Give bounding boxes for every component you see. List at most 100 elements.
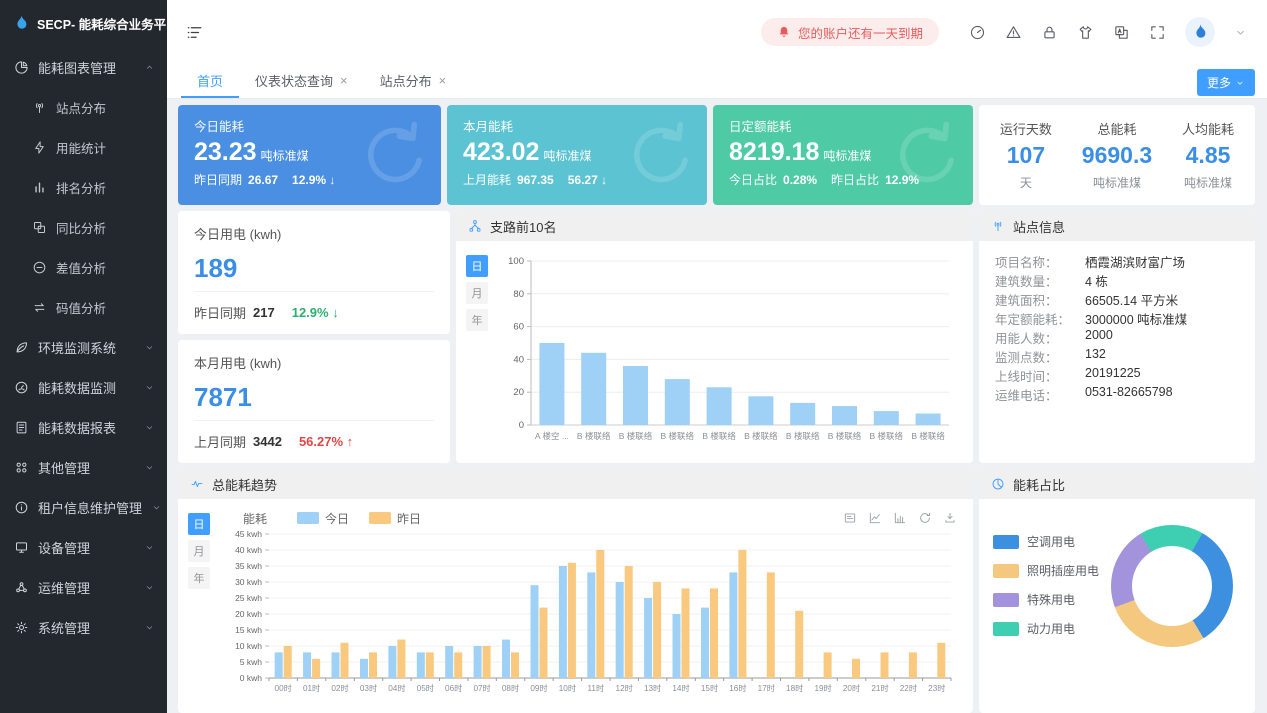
svg-text:16时: 16时 — [729, 683, 746, 693]
sidebar-item-系统管理[interactable]: 系统管理 — [0, 607, 167, 647]
user-menu-chevron-icon[interactable] — [1234, 26, 1247, 39]
branch-toggle-日[interactable]: 日 — [466, 255, 488, 277]
legend-swatch — [297, 512, 320, 524]
svg-text:100: 100 — [508, 256, 524, 267]
data-view-icon[interactable] — [843, 511, 857, 525]
minus-circle-icon — [32, 260, 47, 275]
sidebar-item-排名分析[interactable]: 排名分析 — [0, 167, 167, 207]
summary-col-人均能耗: 人均能耗 4.85 吨标准煤 — [1182, 122, 1235, 190]
chart-toolbox — [843, 511, 967, 525]
site-info-row: 运维电话： 0531-82665798 — [995, 385, 1173, 403]
legend-swatch — [993, 563, 1019, 578]
svg-text:23时: 23时 — [928, 683, 945, 693]
sidebar-collapse-icon[interactable] — [185, 23, 204, 42]
gear-icon — [14, 620, 29, 635]
stat-card-本月能耗: 本月能耗 423.02 吨标准煤 上月能耗 967.35 56.27 ↓ — [447, 105, 707, 205]
svg-text:07时: 07时 — [473, 683, 490, 693]
refresh-icon[interactable] — [918, 511, 932, 525]
tab-站点分布[interactable]: 站点分布 × — [379, 72, 447, 89]
tabs: 首页 仪表状态查询 × 站点分布 × — [181, 64, 462, 98]
sidebar-item-设备管理[interactable]: 设备管理 — [0, 527, 167, 567]
stat-card-title: 本月能耗 — [463, 120, 514, 134]
pie-legend-空调用电[interactable]: 空调用电 — [993, 533, 1099, 550]
svg-text:B 楼联络: B 楼联络 — [702, 431, 736, 441]
pie-legend-特殊用电[interactable]: 特殊用电 — [993, 591, 1099, 608]
svg-text:A 楼空 ...: A 楼空 ... — [535, 431, 569, 441]
bottom-row: 总能耗趋势 日月年 能耗 今日 昨日 0 kwh 5 kwh 10 kwh 15 kwh… — [178, 469, 1255, 713]
sidebar-item-运维管理[interactable]: 运维管理 — [0, 567, 167, 607]
download-icon[interactable] — [943, 511, 957, 525]
branch-toggle-月[interactable]: 月 — [466, 282, 488, 304]
sidebar-item-能耗数据报表[interactable]: 能耗数据报表 — [0, 407, 167, 447]
donut-hole — [1132, 546, 1212, 626]
trend-toggle-月[interactable]: 月 — [188, 540, 210, 562]
more-button[interactable]: 更多 — [1196, 69, 1255, 96]
tab-仪表状态查询[interactable]: 仪表状态查询 × — [255, 72, 348, 89]
branch-toggle-年[interactable]: 年 — [466, 309, 488, 331]
chevron-up-icon — [144, 62, 155, 73]
recycle-watermark-icon — [885, 113, 969, 197]
svg-text:06时: 06时 — [445, 683, 462, 693]
sidebar-item-能耗数据监测[interactable]: 能耗数据监测 — [0, 367, 167, 407]
legend-昨日[interactable]: 昨日 — [369, 510, 421, 527]
gauge-icon[interactable] — [969, 24, 986, 41]
sidebar-submenu: 站点分布 用能统计 排名分析 同比分析 差值分析 码值分析 — [0, 87, 167, 327]
line-chart-icon[interactable] — [868, 511, 882, 525]
sidebar-item-同比分析[interactable]: 同比分析 — [0, 207, 167, 247]
stat-card-title: 今日能耗 — [194, 120, 245, 134]
tab-close-icon[interactable]: × — [438, 72, 447, 88]
svg-text:00时: 00时 — [275, 683, 292, 693]
stat-card-value: 23.23 吨标准煤 — [194, 138, 309, 166]
svg-text:B 楼联络: B 楼联络 — [744, 431, 778, 441]
sidebar-item-租户信息维护管理[interactable]: 租户信息维护管理 — [0, 487, 167, 527]
fullscreen-icon[interactable] — [1149, 24, 1166, 41]
topbar: 您的账户还有一天到期 — [167, 0, 1267, 64]
tab-close-icon[interactable]: × — [340, 72, 348, 88]
lock-icon[interactable] — [1041, 24, 1058, 41]
svg-text:40 kwh: 40 kwh — [235, 545, 262, 555]
legend-今日[interactable]: 今日 — [297, 510, 349, 527]
site-info-row: 建筑数量： 4 栋 — [995, 275, 1108, 289]
antenna-icon — [32, 100, 47, 115]
flame-logo-icon — [11, 13, 31, 33]
summary-col-运行天数: 运行天数 107 天 — [999, 122, 1052, 190]
svg-text:B 楼联络: B 楼联络 — [661, 431, 695, 441]
svg-text:05时: 05时 — [417, 683, 434, 693]
theme-tshirt-icon[interactable] — [1077, 24, 1094, 41]
tab-首页[interactable]: 首页 — [181, 64, 240, 98]
avatar-flame-icon[interactable] — [1185, 17, 1215, 47]
site-info-list: 项目名称： 栖霞湖滨财富广场 建筑数量： 4 栋建筑面积： 66505.14 平方米 年定… — [979, 241, 1255, 416]
pie-panel-header: 能耗占比 — [979, 469, 1255, 499]
sidebar-item-用能统计[interactable]: 用能统计 — [0, 127, 167, 167]
chevron-down-icon — [144, 382, 155, 393]
usage-cards-col: 今日用电 (kwh) 189 昨日同期 217 12.9% ↓ 本月用电 (kwh) 787… — [178, 211, 450, 463]
trend-toggle-日[interactable]: 日 — [188, 513, 210, 535]
sidebar-item-码值分析[interactable]: 码值分析 — [0, 287, 167, 327]
svg-text:02时: 02时 — [331, 683, 348, 693]
alert-triangle-icon[interactable] — [1005, 24, 1022, 41]
translate-icon[interactable] — [1113, 24, 1130, 41]
legend-swatch — [993, 621, 1019, 636]
account-expiry-notice[interactable]: 您的账户还有一天到期 — [760, 18, 939, 46]
trend-toggle-年[interactable]: 年 — [188, 567, 210, 589]
sidebar-item-其他管理[interactable]: 其他管理 — [0, 447, 167, 487]
bar-chart-icon[interactable] — [893, 511, 907, 525]
svg-text:01时: 01时 — [303, 683, 320, 693]
svg-text:13时: 13时 — [644, 683, 661, 693]
pie-legend-动力用电[interactable]: 动力用电 — [993, 620, 1099, 637]
svg-text:21时: 21时 — [871, 683, 888, 693]
sidebar-item-差值分析[interactable]: 差值分析 — [0, 247, 167, 287]
pie-legend-照明插座用电[interactable]: 照明插座用电 — [993, 562, 1099, 579]
trend-panel-header: 总能耗趋势 — [178, 469, 973, 499]
site-info-row: 项目名称： 栖霞湖滨财富广场 — [995, 256, 1186, 270]
chevron-down-icon — [151, 502, 162, 513]
sidebar-item-站点分布[interactable]: 站点分布 — [0, 87, 167, 127]
site-info-row: 监测点数： 132 — [995, 347, 1106, 365]
sidebar-item-能耗图表管理[interactable]: 能耗图表管理 — [0, 47, 167, 87]
trend-panel-title: 总能耗趋势 — [212, 477, 278, 493]
site-info-row: 上线时间： 20191225 — [995, 366, 1141, 384]
sidebar-item-环境监测系统[interactable]: 环境监测系统 — [0, 327, 167, 367]
site-info-row: 建筑面积： 66505.14 平方米 — [995, 294, 1179, 308]
site-info-title: 站点信息 — [1013, 219, 1066, 235]
topbar-icons — [969, 17, 1247, 47]
